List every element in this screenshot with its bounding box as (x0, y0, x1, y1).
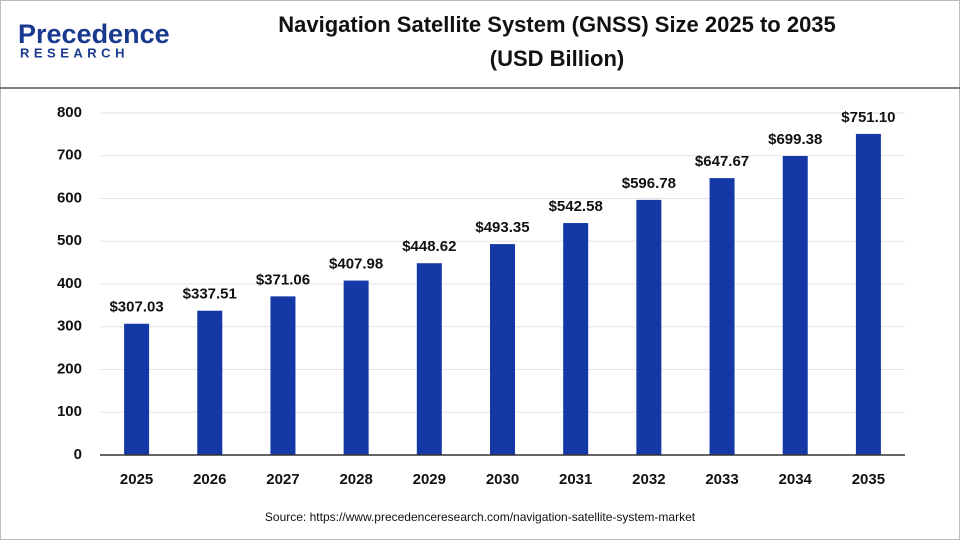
value-label: $542.58 (549, 198, 603, 215)
bar (416, 263, 442, 455)
value-label: $448.62 (402, 238, 456, 255)
bar (563, 223, 589, 455)
bar (782, 156, 808, 455)
value-label: $647.67 (695, 153, 749, 170)
value-label: $307.03 (109, 299, 163, 316)
x-tick-label: 2029 (413, 471, 446, 488)
x-tick-label: 2026 (193, 471, 226, 488)
bar (636, 199, 662, 455)
y-tick-label: 200 (57, 360, 82, 377)
x-tick-label: 2032 (632, 471, 665, 488)
x-tick-label: 2031 (559, 471, 592, 488)
y-tick-label: 800 (57, 104, 82, 121)
x-tick-label: 2027 (266, 471, 299, 488)
x-tick-label: 2028 (339, 471, 372, 488)
bar (709, 178, 735, 455)
y-tick-label: 500 (57, 232, 82, 249)
bar (197, 310, 223, 455)
value-label: $751.10 (841, 109, 895, 126)
x-tick-label: 2033 (705, 471, 738, 488)
x-tick-label: 2034 (779, 471, 813, 488)
x-tick-label: 2030 (486, 471, 519, 488)
bar (490, 244, 515, 455)
bar (124, 323, 150, 455)
bar (343, 280, 369, 455)
logo-tagline: RESEARCH (20, 45, 129, 60)
bar (270, 296, 296, 455)
x-tick-label: 2025 (120, 471, 153, 488)
value-label: $337.51 (183, 286, 237, 303)
source-note: Source: https://www.precedenceresearch.c… (265, 510, 696, 524)
x-tick-label: 2035 (852, 471, 885, 488)
y-tick-label: 700 (57, 147, 82, 164)
y-tick-label: 300 (57, 318, 82, 335)
bar (855, 133, 881, 455)
y-tick-label: 0 (74, 446, 82, 463)
value-label: $371.06 (256, 271, 310, 288)
chart-title: Navigation Satellite System (GNSS) Size … (278, 12, 836, 37)
y-tick-label: 400 (57, 275, 82, 292)
logo-name: Precedence (18, 19, 170, 49)
value-label: $493.35 (475, 219, 529, 236)
value-label: $407.98 (329, 256, 383, 273)
chart-subtitle: (USD Billion) (490, 46, 624, 71)
value-label: $699.38 (768, 131, 822, 148)
value-label: $596.78 (622, 175, 676, 192)
y-tick-label: 600 (57, 189, 82, 206)
y-tick-label: 100 (57, 403, 82, 420)
